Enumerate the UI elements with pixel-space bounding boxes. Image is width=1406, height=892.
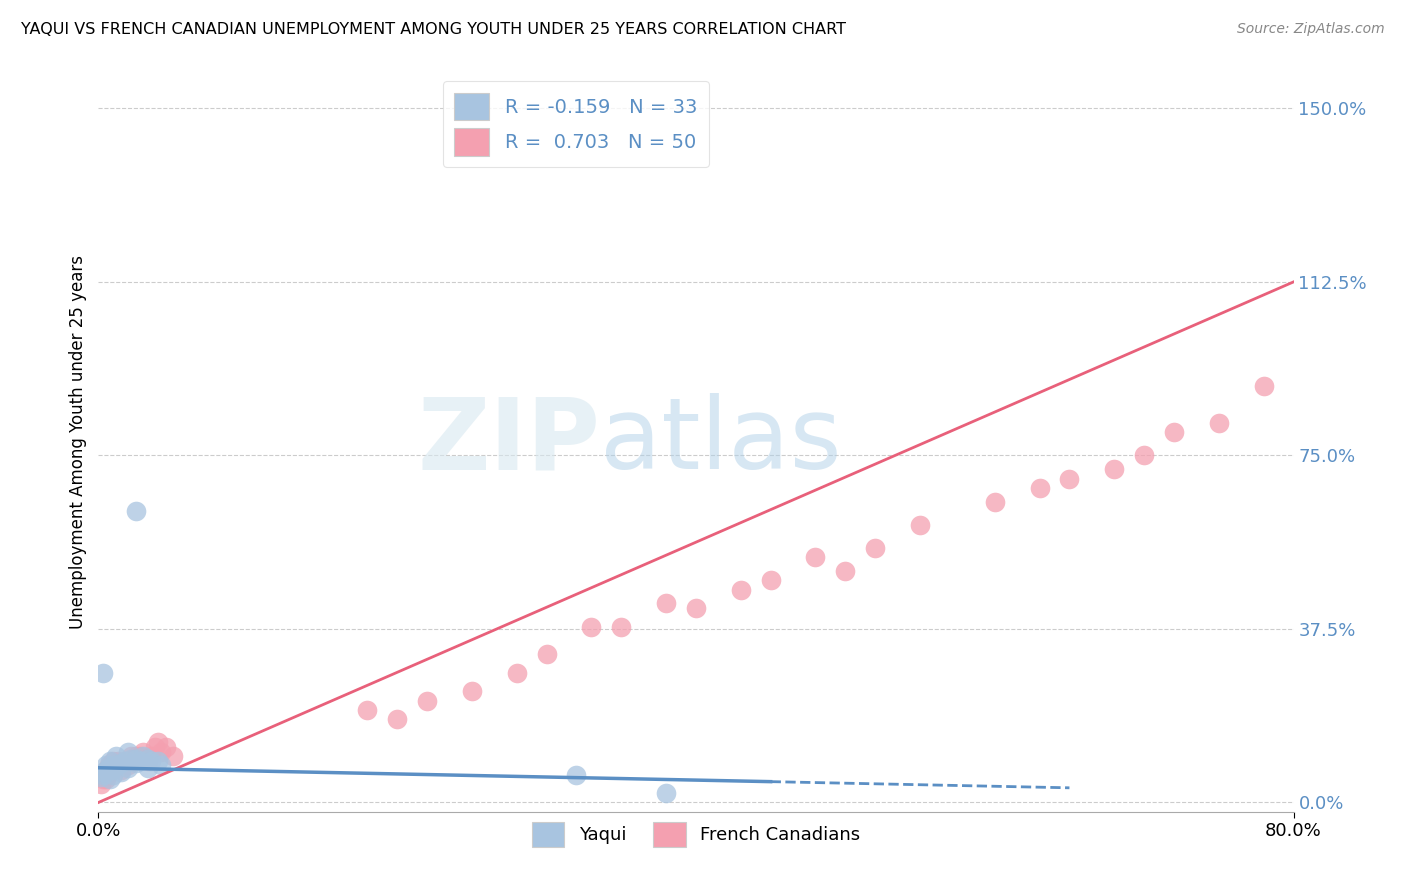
Point	[110, 765, 132, 780]
Text: YAQUI VS FRENCH CANADIAN UNEMPLOYMENT AMONG YOUTH UNDER 25 YEARS CORRELATION CHA: YAQUI VS FRENCH CANADIAN UNEMPLOYMENT AM…	[21, 22, 846, 37]
Point	[101, 763, 124, 777]
Point	[610, 619, 633, 633]
Point	[385, 712, 409, 726]
Point	[1133, 449, 1156, 463]
Text: Source: ZipAtlas.com: Source: ZipAtlas.com	[1237, 22, 1385, 37]
Point	[139, 754, 162, 768]
Point	[98, 772, 122, 787]
Point	[107, 754, 129, 768]
Point	[125, 756, 148, 771]
Point	[759, 574, 782, 588]
Point	[655, 597, 678, 611]
Point	[129, 754, 152, 768]
Point	[98, 763, 122, 777]
Point	[105, 749, 128, 764]
Point	[1059, 472, 1081, 486]
Point	[125, 751, 148, 765]
Point	[1104, 462, 1126, 476]
Point	[136, 751, 159, 765]
Point	[581, 619, 603, 633]
Point	[865, 541, 887, 555]
Point	[110, 756, 132, 771]
Point	[93, 767, 115, 781]
Point	[94, 763, 117, 777]
Point	[96, 767, 118, 781]
Point	[139, 749, 162, 764]
Point	[908, 517, 931, 532]
Point	[91, 665, 114, 680]
Point	[103, 767, 125, 781]
Point	[117, 745, 139, 759]
Point	[804, 550, 827, 565]
Point	[730, 582, 752, 597]
Point	[356, 703, 378, 717]
Point	[93, 765, 115, 780]
Point	[91, 772, 114, 787]
Point	[136, 754, 159, 768]
Point	[117, 758, 139, 772]
Point	[1208, 416, 1230, 430]
Point	[114, 754, 136, 768]
Point	[1253, 379, 1275, 393]
Point	[98, 754, 122, 768]
Point	[150, 758, 173, 772]
Point	[143, 739, 166, 754]
Point	[461, 684, 484, 698]
Point	[655, 786, 678, 800]
Point	[125, 749, 148, 764]
Point	[125, 504, 148, 518]
Point	[834, 564, 856, 578]
Point	[114, 754, 136, 768]
Point	[105, 758, 128, 772]
Point	[97, 761, 120, 775]
Point	[132, 745, 155, 759]
Point	[103, 758, 125, 772]
Point	[103, 754, 125, 768]
Point	[685, 601, 707, 615]
Point	[94, 758, 117, 772]
Point	[148, 754, 170, 768]
Y-axis label: Unemployment Among Youth under 25 years: Unemployment Among Youth under 25 years	[69, 254, 87, 629]
Point	[107, 758, 129, 772]
Point	[129, 749, 152, 764]
Point	[94, 763, 117, 777]
Point	[984, 494, 1007, 508]
Point	[97, 758, 120, 772]
Point	[162, 749, 184, 764]
Point	[536, 648, 558, 662]
Point	[96, 763, 118, 777]
Point	[132, 749, 155, 764]
Point	[506, 665, 529, 680]
Point	[565, 767, 588, 781]
Point	[416, 694, 439, 708]
Point	[150, 745, 173, 759]
Point	[1163, 425, 1185, 440]
Point	[110, 763, 132, 777]
Point	[90, 770, 112, 784]
Point	[148, 735, 170, 749]
Text: ZIP: ZIP	[418, 393, 600, 490]
Point	[94, 772, 117, 787]
Point	[101, 763, 124, 777]
Point	[91, 767, 114, 781]
Point	[90, 777, 112, 791]
Legend: Yaqui, French Canadians: Yaqui, French Canadians	[524, 814, 868, 855]
Point	[120, 749, 142, 764]
Point	[1028, 481, 1050, 495]
Point	[120, 751, 142, 765]
Text: atlas: atlas	[600, 393, 842, 490]
Point	[155, 739, 177, 754]
Point	[117, 761, 139, 775]
Point	[136, 761, 159, 775]
